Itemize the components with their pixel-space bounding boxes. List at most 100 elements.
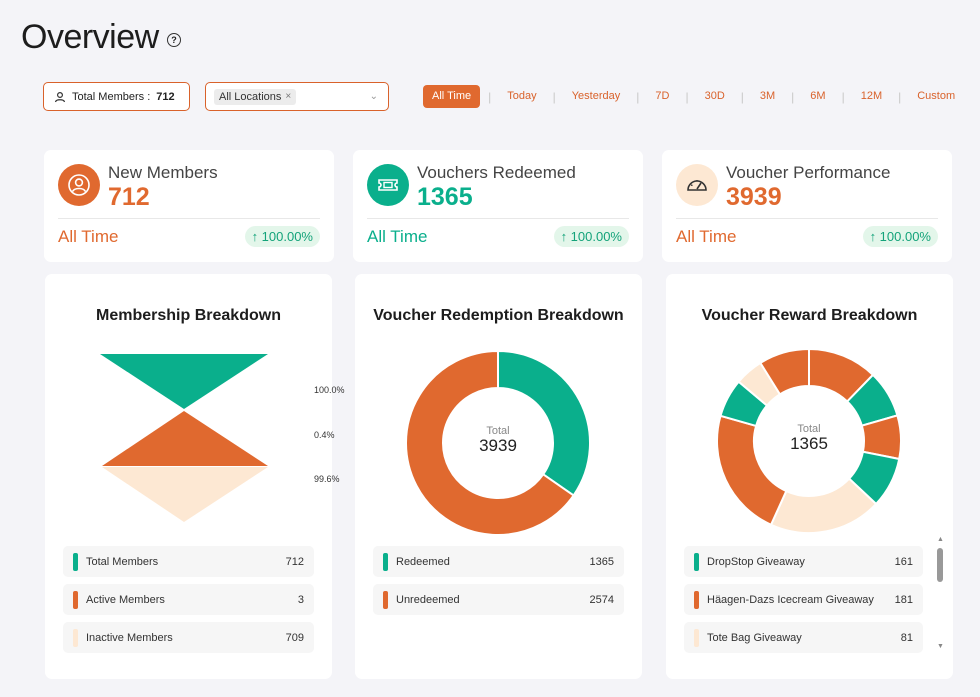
donut-slice[interactable] bbox=[716, 414, 788, 527]
tab-6m[interactable]: 6M bbox=[810, 90, 826, 102]
legend-label: Tote Bag Giveaway bbox=[707, 631, 802, 644]
legend-label: Unredeemed bbox=[396, 593, 460, 606]
donut-total-label: Total bbox=[486, 425, 509, 437]
legend-scrollbar[interactable]: ▲ ▼ bbox=[936, 536, 944, 656]
tab-separator: | bbox=[488, 89, 492, 104]
tab-30d[interactable]: 30D bbox=[704, 90, 725, 102]
tab-separator: | bbox=[898, 89, 902, 104]
tab-separator: | bbox=[841, 89, 845, 104]
kpi-vouchers-redeemed: Vouchers Redeemed 1365 All Time ↑ 100.00… bbox=[353, 150, 643, 262]
redemption-legend: Redeemed 1365 Unredeemed 2574 bbox=[373, 546, 624, 622]
divider bbox=[367, 218, 629, 219]
tab-separator: | bbox=[636, 89, 640, 104]
funnel-pct-label: 100.0% bbox=[314, 385, 345, 395]
kpi-period: All Time bbox=[676, 227, 737, 246]
legend-row[interactable]: Active Members 3 bbox=[63, 584, 314, 615]
donut-total-value: 1365 bbox=[790, 434, 828, 453]
tab-3m[interactable]: 3M bbox=[759, 90, 776, 102]
ticket-icon bbox=[367, 164, 409, 206]
scroll-thumb[interactable] bbox=[937, 548, 943, 582]
tab-today[interactable]: Today bbox=[507, 90, 537, 102]
kpi-period: All Time bbox=[58, 227, 119, 246]
total-members-label: Total Members : bbox=[72, 90, 151, 103]
tab-separator: | bbox=[552, 89, 556, 104]
legend-value: 3 bbox=[297, 593, 304, 606]
kpi-voucher-performance: Voucher Performance 3939 All Time ↑ 100.… bbox=[662, 150, 952, 262]
location-chip-label: All Locations bbox=[219, 90, 282, 103]
legend-swatch bbox=[694, 552, 699, 571]
legend-row[interactable]: Inactive Members 709 bbox=[63, 622, 314, 653]
divider bbox=[58, 218, 320, 219]
legend-swatch bbox=[694, 590, 699, 609]
membership-legend: Total Members 712 Active Members 3 Inactive … bbox=[63, 546, 314, 660]
kpi-value: 3939 bbox=[726, 183, 782, 211]
donut-slice[interactable] bbox=[497, 349, 591, 497]
tab-7d[interactable]: 7D bbox=[655, 90, 670, 102]
legend-value: 81 bbox=[900, 631, 913, 644]
tab-all-time[interactable]: All Time bbox=[423, 85, 481, 108]
chevron-down-icon[interactable]: ⌄ bbox=[369, 91, 378, 102]
legend-value: 161 bbox=[894, 555, 913, 568]
legend-row[interactable]: Häagen-Dazs Icecream Giveaway 181 bbox=[684, 584, 923, 615]
total-members-value: 712 bbox=[156, 90, 175, 103]
legend-row[interactable]: Unredeemed 2574 bbox=[373, 584, 624, 615]
kpi-value: 1365 bbox=[417, 183, 473, 211]
divider bbox=[676, 218, 938, 219]
page-title-text: Overview bbox=[21, 18, 159, 56]
funnel-segment-total[interactable] bbox=[100, 354, 268, 409]
location-chip: All Locations × bbox=[214, 88, 297, 105]
user-icon bbox=[54, 91, 66, 103]
gauge-icon bbox=[676, 164, 718, 206]
funnel-pct-label: 0.4% bbox=[314, 430, 335, 440]
legend-label: Total Members bbox=[86, 555, 159, 568]
tab-separator: | bbox=[791, 89, 795, 104]
legend-swatch bbox=[694, 628, 699, 647]
growth-badge: ↑ 100.00% bbox=[862, 226, 938, 247]
voucher-redemption-panel: Voucher Redemption Breakdown Total 3939 R… bbox=[355, 274, 642, 679]
kpi-period: All Time bbox=[367, 227, 428, 246]
total-members-filter[interactable]: Total Members : 712 bbox=[43, 82, 190, 111]
legend-value: 712 bbox=[285, 555, 304, 568]
legend-value: 2574 bbox=[589, 593, 614, 606]
panel-title: Voucher Reward Breakdown bbox=[701, 307, 918, 324]
membership-breakdown-panel: Membership Breakdown 100.0% 0.4% 99.6% T… bbox=[45, 274, 345, 679]
user-circle-icon bbox=[58, 164, 100, 206]
tab-separator: | bbox=[740, 89, 744, 104]
tab-yesterday[interactable]: Yesterday bbox=[571, 90, 621, 102]
panel-title: Membership Breakdown bbox=[96, 307, 281, 324]
kpi-label: Vouchers Redeemed bbox=[417, 163, 576, 182]
funnel-segment-inactive[interactable] bbox=[102, 467, 268, 522]
voucher-reward-panel: Voucher Reward Breakdown Total 1365 DropS… bbox=[666, 274, 953, 679]
donut-slice[interactable] bbox=[758, 347, 810, 396]
funnel-segment-active[interactable] bbox=[102, 411, 268, 466]
legend-label: Inactive Members bbox=[86, 631, 173, 644]
membership-funnel-chart bbox=[100, 354, 268, 522]
legend-value: 709 bbox=[285, 631, 304, 644]
legend-swatch bbox=[73, 590, 78, 609]
legend-row[interactable]: Total Members 712 bbox=[63, 546, 314, 577]
donut-slice[interactable] bbox=[405, 349, 575, 536]
legend-swatch bbox=[73, 628, 78, 647]
funnel-pct-label: 99.6% bbox=[314, 474, 340, 484]
growth-badge: ↑ 100.00% bbox=[244, 226, 320, 247]
legend-value: 1365 bbox=[589, 555, 614, 568]
tab-custom[interactable]: Custom bbox=[917, 90, 956, 102]
chip-remove-icon[interactable]: × bbox=[285, 91, 292, 102]
growth-badge: ↑ 100.00% bbox=[553, 226, 629, 247]
legend-row[interactable]: Tote Bag Giveaway 81 bbox=[684, 622, 923, 653]
scroll-down-arrow-icon[interactable]: ▼ bbox=[937, 643, 944, 650]
donut-total-value: 3939 bbox=[479, 436, 517, 455]
kpi-value: 712 bbox=[108, 183, 150, 211]
legend-swatch bbox=[383, 590, 388, 609]
legend-row[interactable]: DropStop Giveaway 161 bbox=[684, 546, 923, 577]
location-select[interactable]: All Locations × ⌄ bbox=[205, 82, 389, 111]
question-circle-icon[interactable]: ? bbox=[166, 32, 181, 47]
scroll-up-arrow-icon[interactable]: ▲ bbox=[937, 536, 944, 543]
page-title: Overview ? bbox=[21, 18, 181, 57]
tab-12m[interactable]: 12M bbox=[860, 90, 883, 102]
time-range-tabs: All Time | Today | Yesterday | 7D | 30D | 3M | 6M | 12… bbox=[423, 85, 963, 108]
legend-row[interactable]: Redeemed 1365 bbox=[373, 546, 624, 577]
kpi-new-members: New Members 712 All Time ↑ 100.00% bbox=[44, 150, 334, 262]
